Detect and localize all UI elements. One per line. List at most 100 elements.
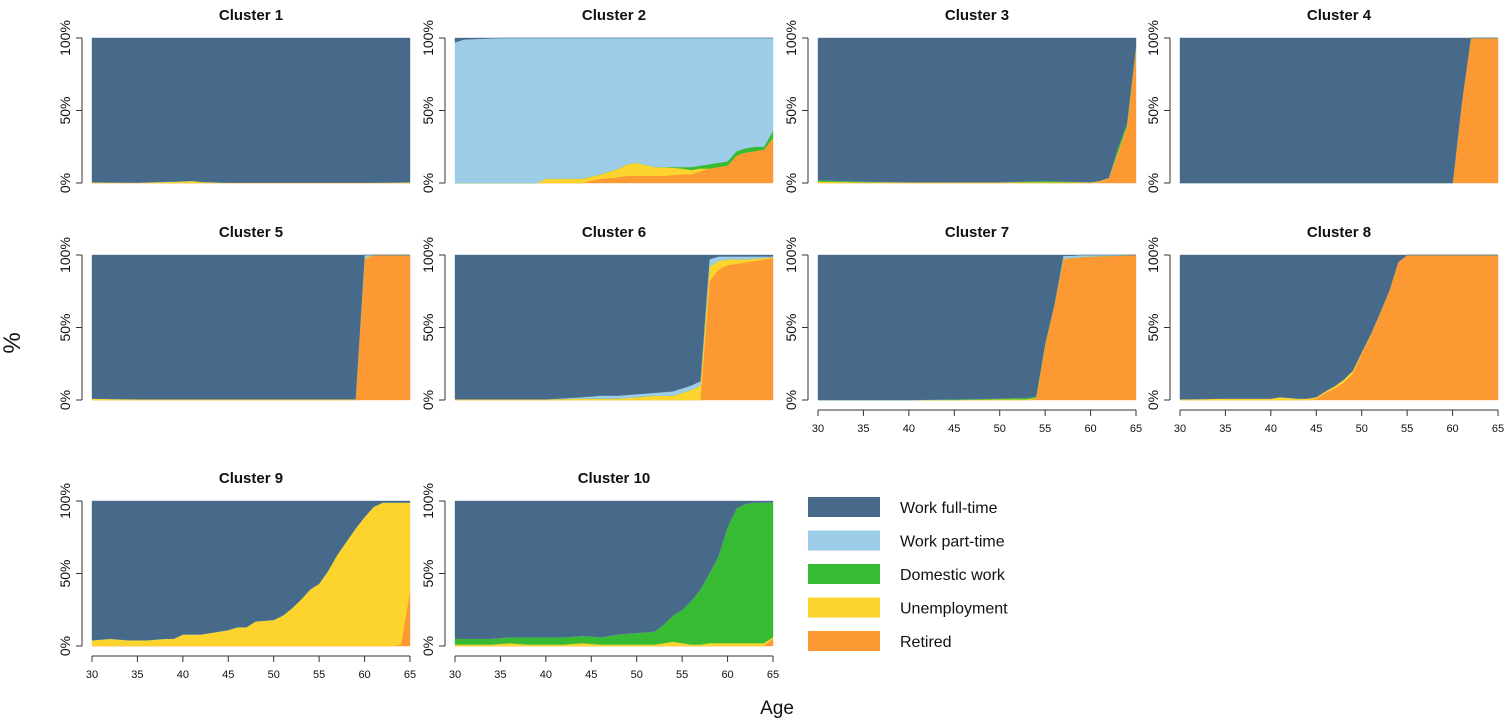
panel-title: Cluster 10	[578, 470, 651, 487]
panel-cluster-7: Cluster 7 0% 50% 100% 30 35 40 45 50 55 60 65	[783, 224, 1142, 435]
area-work-full-time	[817, 254, 1136, 401]
y-axis-label: %	[0, 332, 26, 353]
y-axis: 0% 50% 100%	[783, 237, 809, 410]
y-tick-label: 50%	[57, 313, 73, 341]
x-axis: 30 35 40 45 50 55 60 65	[86, 655, 416, 681]
y-axis: 0% 50% 100%	[57, 20, 83, 193]
area-work-full-time	[817, 37, 1137, 183]
y-tick-label: 100%	[783, 20, 799, 56]
y-tick-label: 0%	[57, 636, 73, 656]
panel-cluster-4: Cluster 4 0% 50% 100%	[1145, 7, 1499, 193]
x-tick-label: 60	[358, 669, 370, 681]
legend-swatch	[808, 530, 880, 551]
panel-cluster-5: Cluster 5 0% 50% 100%	[57, 224, 411, 410]
x-tick-label: 35	[131, 669, 143, 681]
panel-title: Cluster 3	[945, 7, 1009, 24]
x-tick-label: 50	[268, 669, 280, 681]
y-axis: 0% 50% 100%	[1145, 237, 1171, 410]
x-tick-label: 30	[86, 669, 98, 681]
panel-cluster-8: Cluster 8 0% 50% 100% 30 35 40 45 50 55 60 65	[1145, 224, 1504, 435]
y-tick-label: 50%	[57, 559, 73, 587]
y-tick-label: 100%	[1145, 237, 1161, 273]
x-tick-label: 35	[1219, 423, 1231, 435]
panel-title: Cluster 2	[582, 7, 646, 24]
legend: Work full-time Work part-time Domestic wor…	[808, 497, 1008, 651]
x-tick-label: 65	[767, 669, 779, 681]
y-tick-label: 50%	[420, 96, 436, 124]
y-tick-label: 0%	[57, 390, 73, 410]
y-axis: 0% 50% 100%	[783, 20, 809, 193]
x-axis-label: Age	[760, 698, 794, 719]
legend-label: Work part-time	[900, 534, 1005, 551]
x-tick-label: 65	[404, 669, 416, 681]
x-tick-label: 60	[1446, 423, 1458, 435]
y-tick-label: 50%	[1145, 313, 1161, 341]
x-tick-label: 35	[857, 423, 869, 435]
x-tick-label: 40	[540, 669, 552, 681]
x-axis: 30 35 40 45 50 55 60 65	[1174, 409, 1504, 435]
y-tick-label: 100%	[1145, 20, 1161, 56]
legend-item-unemployment: Unemployment	[808, 597, 1008, 618]
area-work-full-time	[454, 500, 774, 639]
x-tick-label: 45	[585, 669, 597, 681]
panel-title: Cluster 1	[219, 7, 283, 24]
cluster-panels: Cluster 10%50%100%Cluster 20%50%100%Clus…	[57, 7, 1504, 681]
legend-item-work-full-time: Work full-time	[808, 497, 998, 517]
x-tick-label: 45	[222, 669, 234, 681]
y-axis: 0% 50% 100%	[420, 237, 446, 410]
x-tick-label: 35	[494, 669, 506, 681]
panel-cluster-6: Cluster 6 0% 50% 100%	[420, 224, 774, 410]
area-work-full-time	[1179, 37, 1498, 184]
y-axis: 0% 50% 100%	[1145, 20, 1171, 193]
y-tick-label: 50%	[420, 313, 436, 341]
panel-title: Cluster 7	[945, 224, 1009, 241]
legend-label: Retired	[900, 634, 952, 651]
panel-cluster-10: Cluster 10 0% 50% 100% 30 35 40 45 50 55 60 65	[420, 470, 779, 681]
x-tick-label: 55	[313, 669, 325, 681]
x-tick-label: 60	[721, 669, 733, 681]
x-tick-label: 45	[1310, 423, 1322, 435]
y-tick-label: 100%	[57, 20, 73, 56]
x-tick-label: 30	[449, 669, 461, 681]
y-tick-label: 100%	[420, 483, 436, 519]
legend-swatch	[808, 564, 880, 584]
y-axis: 0% 50% 100%	[420, 483, 446, 656]
x-tick-label: 30	[812, 423, 824, 435]
panel-cluster-9: Cluster 9 0% 50% 100% 30 35 40 45 50 55 60 65	[57, 470, 416, 681]
legend-item-retired: Retired	[808, 631, 952, 651]
x-tick-label: 40	[903, 423, 915, 435]
area-work-full-time	[454, 254, 774, 400]
area-work-full-time	[91, 37, 411, 183]
y-tick-label: 0%	[783, 390, 799, 410]
panel-title: Cluster 5	[219, 224, 283, 241]
panel-cluster-2: Cluster 2 0% 50% 100%	[420, 7, 774, 193]
y-tick-label: 0%	[57, 173, 73, 193]
y-tick-label: 100%	[420, 20, 436, 56]
area-work-part-time	[454, 37, 774, 184]
y-tick-label: 0%	[420, 390, 436, 410]
x-axis: 30 35 40 45 50 55 60 65	[449, 655, 779, 681]
legend-label: Unemployment	[900, 601, 1008, 618]
x-tick-label: 40	[177, 669, 189, 681]
panel-title: Cluster 9	[219, 470, 283, 487]
y-axis: 0% 50% 100%	[420, 20, 446, 193]
y-tick-label: 100%	[57, 483, 73, 519]
legend-item-domestic-work: Domestic work	[808, 564, 1006, 584]
x-tick-label: 65	[1130, 423, 1142, 435]
x-tick-label: 65	[1492, 423, 1504, 435]
y-tick-label: 0%	[1145, 173, 1161, 193]
panel-cluster-3: Cluster 3 0% 50% 100%	[783, 7, 1137, 193]
y-axis: 0% 50% 100%	[57, 483, 83, 656]
y-tick-label: 50%	[783, 96, 799, 124]
area-work-full-time	[454, 37, 773, 43]
area-work-full-time	[1179, 254, 1498, 400]
x-tick-label: 60	[1084, 423, 1096, 435]
panel-title: Cluster 4	[1307, 7, 1372, 24]
x-axis: 30 35 40 45 50 55 60 65	[812, 409, 1142, 435]
x-tick-label: 50	[631, 669, 643, 681]
x-tick-label: 55	[1401, 423, 1413, 435]
y-tick-label: 0%	[420, 173, 436, 193]
y-tick-label: 100%	[57, 237, 73, 273]
y-tick-label: 100%	[783, 237, 799, 273]
